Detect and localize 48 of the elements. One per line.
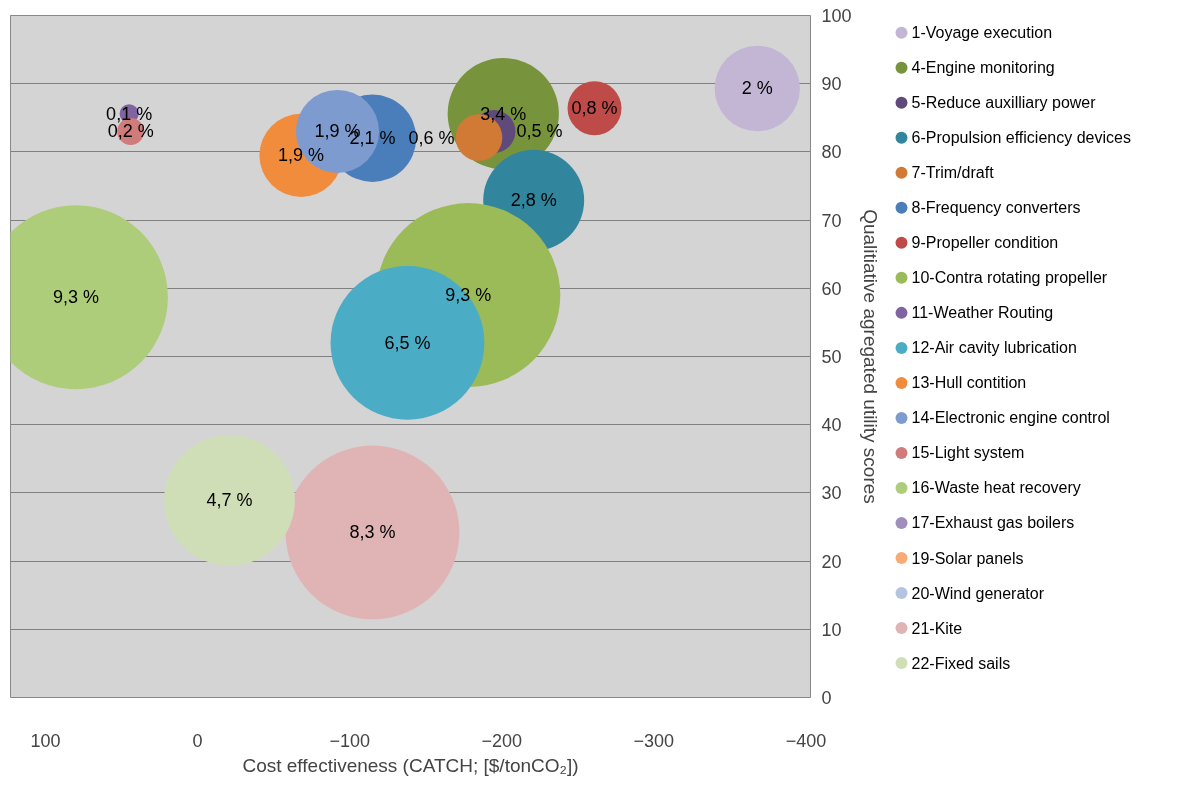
y-tick-label: 50 [821,347,842,367]
legend-label: 14-Electronic engine control [911,409,1110,427]
y-tick-label: 0 [821,688,832,708]
y-axis-title: Qualitiative agregated utility scores [859,209,881,504]
legend-label: 22-Fixed sails [911,654,1011,672]
legend-label: 11-Weather Routing [911,304,1054,322]
y-tick-label: 60 [821,278,842,299]
legend-label: 9-Propeller condition [911,234,1059,252]
y-tick-label: 80 [821,142,842,163]
legend-label: 16-Waste heat recovery [911,479,1081,497]
legend-label: 7-Trim/draft [911,164,995,182]
data-label: 9,3 % [445,285,492,306]
y-tick-label: 20 [821,551,842,572]
legend-label: 6-Propulsion efficiency devices [911,129,1131,147]
x-axis-title: Cost effectiveness (CATCH; [$/tonCO₂]) [242,754,579,776]
legend-label: 4-Engine monitoring [911,59,1055,77]
data-label: 1,9 % [277,145,325,166]
data-label: 4,7 % [206,490,253,511]
data-label: 6,5 % [384,332,431,353]
data-label: 0,8 % [571,98,618,119]
legend-label: 8-Frequency converters [911,199,1081,217]
y-tick-label: 100 [821,6,852,26]
legend-label: 13-Hull contition [911,374,1027,392]
legend-label: 19-Solar panels [911,549,1024,567]
y-tick-label: 90 [821,74,842,95]
x-tick-label: −200 [481,730,523,751]
x-tick-label: −400 [785,730,827,751]
data-label: 2,8 % [510,190,557,211]
x-tick-label: −100 [329,730,370,751]
data-label: 0,1 % [106,103,153,124]
legend-label: 17-Exhaust gas boilers [911,514,1075,532]
legend-label: 21-Kite [911,619,963,637]
legend-label: 20-Wind generator [911,584,1045,602]
x-tick-label: 100 [30,730,61,751]
x-tick-label: −300 [633,730,675,751]
y-tick-label: 30 [821,483,842,504]
legend-label: 12-Air cavity lubrication [911,339,1077,357]
legend-label: 1-Voyage execution [911,24,1053,42]
data-label: 9,3 % [52,287,99,308]
legend-label: 15-Light system [911,444,1025,462]
legend-label: 10-Contra rotating propeller [911,269,1108,287]
y-tick-label: 10 [821,619,842,640]
legend-label: 5-Reduce auxilliary power [911,94,1097,112]
data-label: 8,3 % [349,522,396,543]
y-tick-label: 40 [821,415,842,436]
x-tick-label: 0 [192,730,203,751]
data-label: 2 % [741,78,773,99]
y-tick-label: 70 [821,210,842,231]
